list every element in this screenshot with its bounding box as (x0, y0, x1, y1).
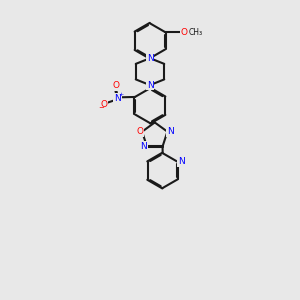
Text: N: N (178, 158, 185, 166)
Text: +: + (118, 92, 123, 97)
Text: CH₃: CH₃ (189, 28, 203, 37)
Text: −: − (99, 105, 105, 111)
Text: N: N (147, 54, 153, 63)
Text: O: O (181, 28, 188, 37)
Text: N: N (147, 81, 153, 90)
Text: O: O (112, 81, 119, 90)
Text: N: N (140, 142, 147, 151)
Text: O: O (136, 127, 143, 136)
Text: N: N (167, 127, 174, 136)
Text: O: O (101, 100, 108, 109)
Text: N: N (114, 94, 121, 103)
